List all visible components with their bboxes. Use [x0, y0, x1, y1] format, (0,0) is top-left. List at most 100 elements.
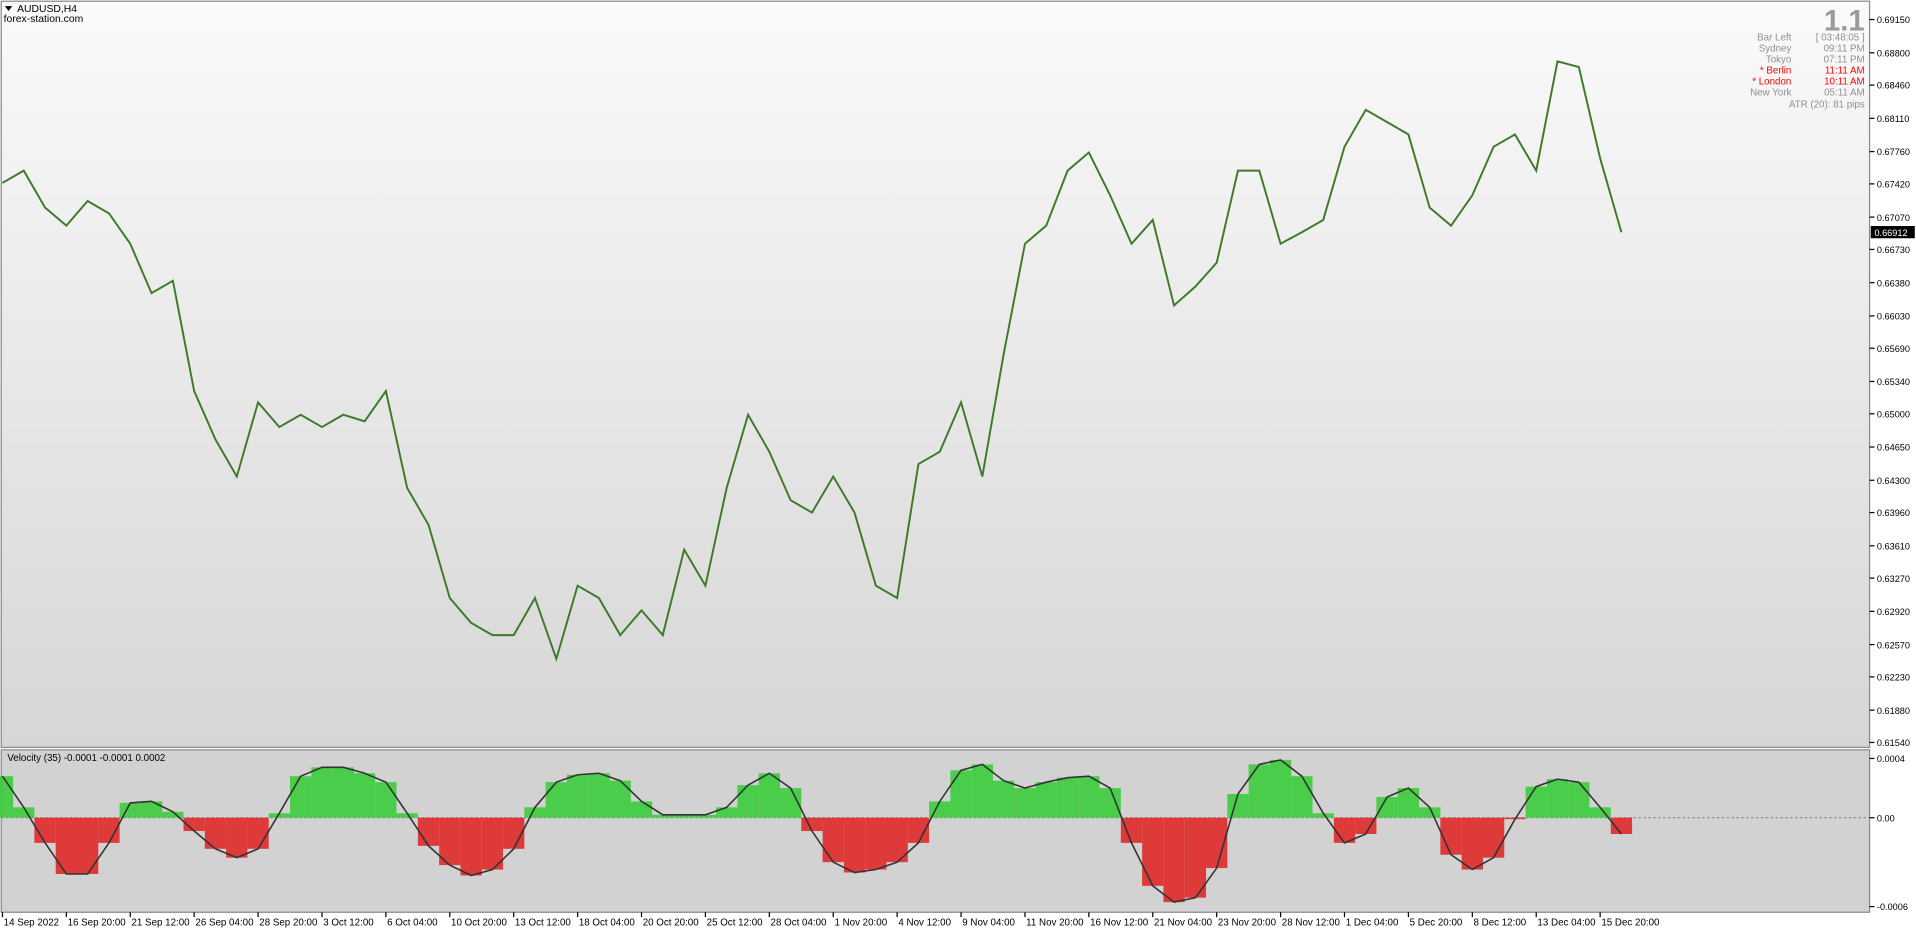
- histogram-bar: [353, 773, 376, 818]
- y-tick-label: 0.64650: [1877, 443, 1910, 453]
- histogram-bar: [694, 814, 717, 818]
- y-tick-label: 0.67070: [1877, 213, 1910, 223]
- x-tick-label: 14 Sep 2022: [4, 918, 59, 929]
- x-tick-label: 21 Sep 12:00: [131, 918, 190, 929]
- indicator-title: Velocity (35) -0.0001 -0.0001 0.0002: [7, 753, 165, 764]
- histogram-bar: [396, 813, 418, 818]
- x-tick-label: 1 Dec 04:00: [1346, 918, 1399, 929]
- main-pane: [0, 0, 1871, 748]
- histogram-bar: [865, 817, 887, 870]
- histogram-bar: [652, 814, 674, 818]
- histogram-bar: [375, 782, 397, 818]
- histogram-bar: [332, 767, 354, 818]
- histogram-bar: [1546, 779, 1569, 818]
- y-tick-label: 0.63960: [1877, 508, 1910, 518]
- histogram-bar: [929, 801, 951, 818]
- y-tick-label: 0.0004: [1877, 754, 1905, 764]
- x-tick-label: 1 Nov 20:00: [834, 918, 887, 929]
- last-price-label: 0.66912: [1874, 228, 1907, 238]
- info-label: Tokyo: [1766, 54, 1792, 65]
- info-label: * London: [1752, 76, 1791, 87]
- histogram-bar: [503, 817, 525, 849]
- atr: ATR (20): 81 pips: [1789, 99, 1865, 110]
- histogram-bar: [1227, 793, 1249, 818]
- y-tick-label: 0.64300: [1877, 476, 1910, 486]
- y-tick-label: 0.68110: [1877, 114, 1909, 124]
- histogram-bar: [1525, 786, 1547, 818]
- y-tick-label: -0.0006: [1877, 902, 1908, 912]
- histogram-bar: [268, 813, 291, 818]
- x-tick-label: 16 Nov 12:00: [1090, 918, 1149, 929]
- histogram-bar: [1120, 817, 1143, 843]
- histogram-bar: [140, 801, 163, 818]
- histogram-bar: [1035, 782, 1057, 818]
- info-label: * Berlin: [1760, 65, 1791, 76]
- histogram-bar: [1099, 788, 1121, 818]
- histogram-bar: [1184, 817, 1207, 898]
- y-tick-label: 0.66730: [1877, 245, 1910, 255]
- histogram-bar: [77, 817, 99, 874]
- histogram-bar: [1291, 776, 1313, 818]
- x-tick-label: 8 Dec 12:00: [1474, 918, 1527, 929]
- histogram-bar: [1056, 777, 1079, 818]
- histogram-bar: [311, 767, 333, 818]
- histogram-bar: [204, 817, 227, 849]
- x-tick-label: 4 Nov 12:00: [898, 918, 951, 929]
- y-tick-label: 0.69150: [1877, 15, 1910, 25]
- histogram-bar: [247, 817, 269, 849]
- x-tick-label: 15 Dec 20:00: [1601, 918, 1660, 929]
- info-value: 11:11 AM: [1825, 65, 1865, 76]
- x-tick-label: 23 Nov 20:00: [1218, 918, 1277, 929]
- x-tick-label: 28 Nov 12:00: [1282, 918, 1341, 929]
- y-tick-label: 0.67760: [1877, 147, 1910, 157]
- histogram-bar: [460, 817, 482, 876]
- histogram-bar: [1419, 807, 1441, 818]
- y-tick-label: 0.63270: [1877, 574, 1910, 584]
- histogram-bar: [737, 785, 759, 818]
- info-label: New York: [1750, 87, 1791, 98]
- histogram-bar: [183, 817, 205, 832]
- y-tick-label: 0.62920: [1877, 607, 1910, 617]
- x-tick-label: 6 Oct 04:00: [387, 918, 438, 929]
- histogram-bar: [1397, 788, 1420, 818]
- velocity-outline: [1, 759, 1623, 903]
- y-tick-label: 0.62230: [1877, 673, 1910, 683]
- histogram-bar: [1078, 776, 1100, 818]
- menu-arrow[interactable]: [4, 6, 13, 11]
- histogram-bar: [1610, 817, 1633, 834]
- x-tick-label: 10 Oct 20:00: [451, 918, 508, 929]
- y-tick-label: 0.61880: [1877, 706, 1910, 716]
- histogram-bar: [716, 807, 738, 818]
- y-tick-label: 0.66380: [1877, 278, 1910, 288]
- histogram-bar: [1440, 817, 1462, 855]
- x-tick-label: 26 Sep 04:00: [195, 918, 254, 929]
- histogram-bar: [13, 807, 35, 818]
- x-tick-label: 16 Sep 20:00: [68, 918, 127, 929]
- histogram-bar: [993, 780, 1015, 818]
- x-tick-label: 13 Oct 12:00: [515, 918, 572, 929]
- histogram-bar: [1461, 817, 1483, 870]
- histogram-bar: [1163, 817, 1185, 903]
- histogram-bar: [950, 770, 972, 818]
- histogram-bar: [843, 817, 866, 873]
- y-tick-label: 0.68800: [1877, 48, 1910, 58]
- histogram-bar: [673, 814, 695, 818]
- histogram-bar: [1142, 817, 1164, 886]
- info-value: 09:11 PM: [1824, 43, 1865, 54]
- histogram-bar: [630, 801, 653, 818]
- histogram-bar: [1355, 817, 1377, 834]
- histogram-bar: [524, 807, 546, 818]
- x-tick-label: 28 Sep 20:00: [259, 918, 318, 929]
- y-tick-label: 0.65690: [1877, 344, 1910, 354]
- x-tick-label: 25 Oct 12:00: [707, 918, 764, 929]
- x-tick-label: 9 Nov 04:00: [962, 918, 1015, 929]
- x-tick-label: 3 Oct 12:00: [323, 918, 374, 929]
- info-label: Bar Left: [1757, 32, 1791, 43]
- info-value: 10:11 AM: [1824, 76, 1865, 87]
- y-tick-label: 0.68460: [1877, 81, 1910, 91]
- histogram-bar: [758, 773, 780, 818]
- histogram-bar: [439, 817, 461, 866]
- source: forex-station.com: [4, 14, 84, 25]
- histogram-bar: [779, 788, 802, 818]
